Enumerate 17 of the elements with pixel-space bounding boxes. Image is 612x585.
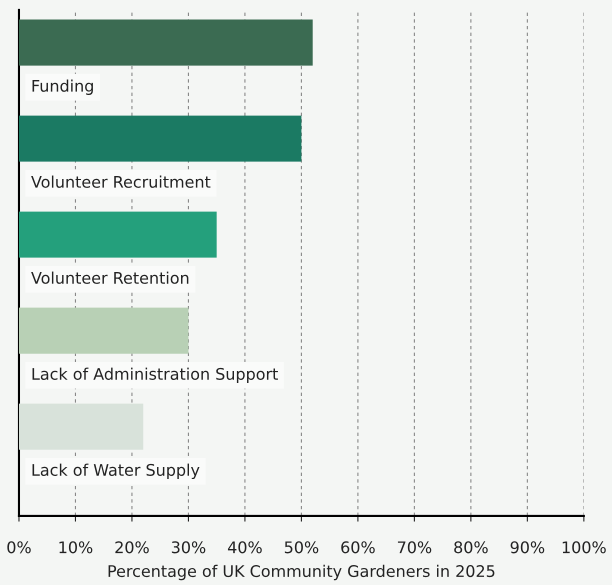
y-tick-label: Funding [32,80,93,95]
y-tick-label: Volunteer Retention [31,272,188,284]
x-tick-label: 40% [228,541,262,554]
y-tick-label: Lack of Water Supply [32,464,200,480]
x-tick-label: 50% [284,541,318,554]
x-tick-label: 60% [341,541,375,554]
x-tick-label: 0% [7,541,31,554]
x-axis-title: Percentage of UK Community Gardeners in 2025 [108,564,494,580]
x-tick-label: 10% [59,541,92,554]
y-tick-label: Volunteer Recruitment [31,176,210,188]
x-tick-label: 70% [398,541,432,554]
x-tick-label: 80% [454,541,488,554]
x-tick-label: 90% [510,541,544,554]
x-tick-label: 100% [562,541,606,554]
x-tick-label: 20% [115,541,149,554]
y-tick-label: Lack of Administration Support [32,368,278,384]
x-tick-label: 30% [172,541,206,554]
